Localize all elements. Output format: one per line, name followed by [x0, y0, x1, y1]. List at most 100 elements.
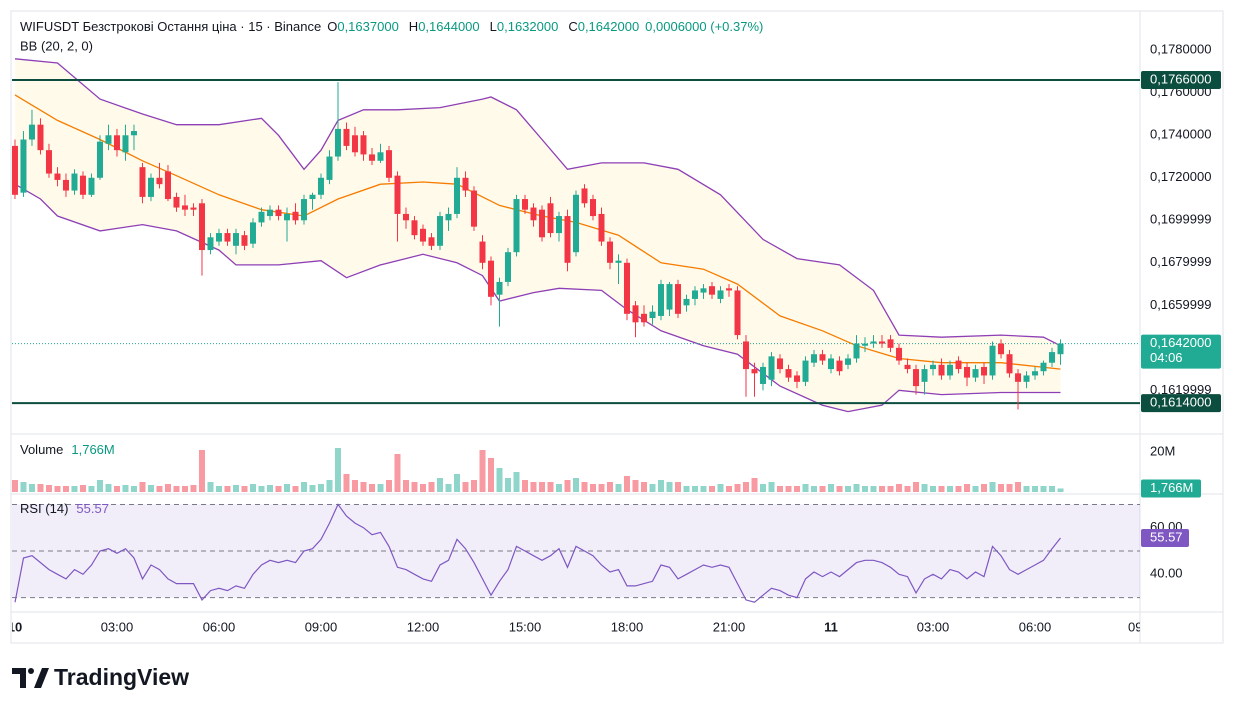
candle-body: [343, 128, 350, 146]
candle-body: [470, 190, 477, 227]
volume-bar: [768, 482, 775, 492]
candle-body: [632, 305, 639, 323]
volume-bar: [785, 486, 792, 492]
candle-body: [419, 228, 426, 242]
candle-body: [130, 131, 137, 136]
volume-bar: [692, 486, 699, 492]
y-tick-label: 0,1619999: [1150, 382, 1211, 397]
volume-bar: [1015, 482, 1022, 492]
volume-bar: [547, 482, 554, 492]
x-tick-label: 06:00: [1019, 619, 1052, 634]
volume-bar: [1023, 486, 1030, 492]
candle-body: [326, 156, 333, 180]
candle-body: [666, 284, 673, 310]
volume-bar: [96, 480, 103, 492]
rsi-last-label: 55.57: [1150, 529, 1183, 544]
candle-body: [54, 173, 61, 180]
candle-body: [436, 216, 443, 246]
candle-body: [317, 177, 324, 195]
volume-bar: [385, 480, 392, 492]
candle-body: [207, 237, 214, 251]
price-label-box: [1141, 71, 1221, 90]
candle-body: [28, 124, 35, 140]
candle-body: [964, 366, 971, 378]
change-value: 0,0006000 (+0.37%): [645, 19, 763, 34]
candle-body: [538, 209, 545, 238]
ohlc-value: 0,1642000: [578, 19, 639, 34]
volume-bar: [964, 484, 971, 492]
volume-bar: [479, 450, 486, 492]
legend-line: WIFUSDT Безстрокові Остання ціна · 15 · …: [20, 19, 763, 34]
volume-bar: [590, 484, 597, 492]
candle-body: [232, 233, 239, 246]
volume-bar: [377, 484, 384, 492]
price-label: 0,1766000: [1150, 71, 1211, 86]
volume-bar: [573, 478, 579, 492]
candle-body: [521, 199, 528, 210]
candle-body: [1032, 371, 1039, 376]
y-tick-label: 0,1659999: [1150, 297, 1211, 312]
volume-bar: [360, 482, 367, 492]
x-tick-label: 06:00: [203, 619, 236, 634]
candle-body: [453, 177, 460, 214]
volume-bar: [845, 486, 852, 492]
volume-bar: [300, 482, 307, 492]
volume-bar: [173, 486, 180, 492]
price-label-box: [1141, 394, 1221, 413]
rsi-pane: [12, 503, 1140, 603]
candle-body: [496, 281, 503, 295]
candle-body: [879, 341, 886, 344]
candle-body: [504, 252, 511, 282]
rsi-value: 55.57: [76, 501, 109, 516]
candle-body: [164, 171, 171, 200]
candle-body: [649, 311, 656, 319]
candle-body: [122, 135, 129, 153]
candle-body: [462, 177, 469, 191]
candle-body: [156, 177, 163, 185]
rsi-last-box: [1141, 529, 1189, 548]
candle-body: [258, 211, 265, 223]
volume-bar: [530, 482, 537, 492]
x-tick-label: 09:: [1128, 619, 1146, 634]
candle-body: [887, 339, 894, 348]
candle-body: [215, 233, 222, 242]
legend: WIFUSDT Безстрокові Остання ціна · 15 · …: [20, 19, 763, 516]
y-tick-label: 0,1780000: [1150, 42, 1211, 57]
candle-body: [334, 128, 341, 157]
volume-bar: [955, 486, 962, 492]
volume-value: 1,766M: [71, 442, 114, 457]
volume-bar: [411, 482, 418, 492]
bb-basis: [14, 94, 1061, 370]
volume-bar: [581, 482, 588, 492]
ohlc-value: 0,1637000: [337, 19, 398, 34]
candle-body: [241, 235, 248, 246]
volume-bar: [419, 484, 426, 492]
volume-bar: [317, 484, 324, 492]
volume-bar: [1006, 484, 1013, 492]
volume-bar: [819, 486, 826, 492]
volume-bar: [292, 486, 299, 492]
volume-bar: [351, 480, 358, 492]
volume-bar: [521, 480, 528, 492]
volume-bar: [45, 485, 52, 492]
rsi-name: RSI (14): [20, 501, 68, 516]
candle-body: [96, 141, 103, 178]
volume-bar: [700, 486, 707, 492]
volume-bar: [113, 486, 120, 492]
volume-name: Volume: [20, 442, 63, 457]
volume-bar: [607, 482, 614, 492]
candle-body: [283, 213, 290, 221]
volume-bar: [726, 486, 733, 492]
candle-body: [275, 209, 282, 217]
volume-bar: [88, 486, 95, 492]
candle-body: [147, 177, 154, 197]
candle-body: [794, 375, 801, 382]
volume-bar: [156, 486, 163, 492]
candle-body: [947, 364, 954, 376]
volume-bar: [615, 484, 622, 492]
y-tick-label: 0,1699999: [1150, 212, 1211, 227]
volume-bar: [130, 486, 137, 492]
volume-bar: [241, 486, 248, 492]
candle-body: [751, 369, 758, 374]
volume-bar: [598, 484, 605, 492]
